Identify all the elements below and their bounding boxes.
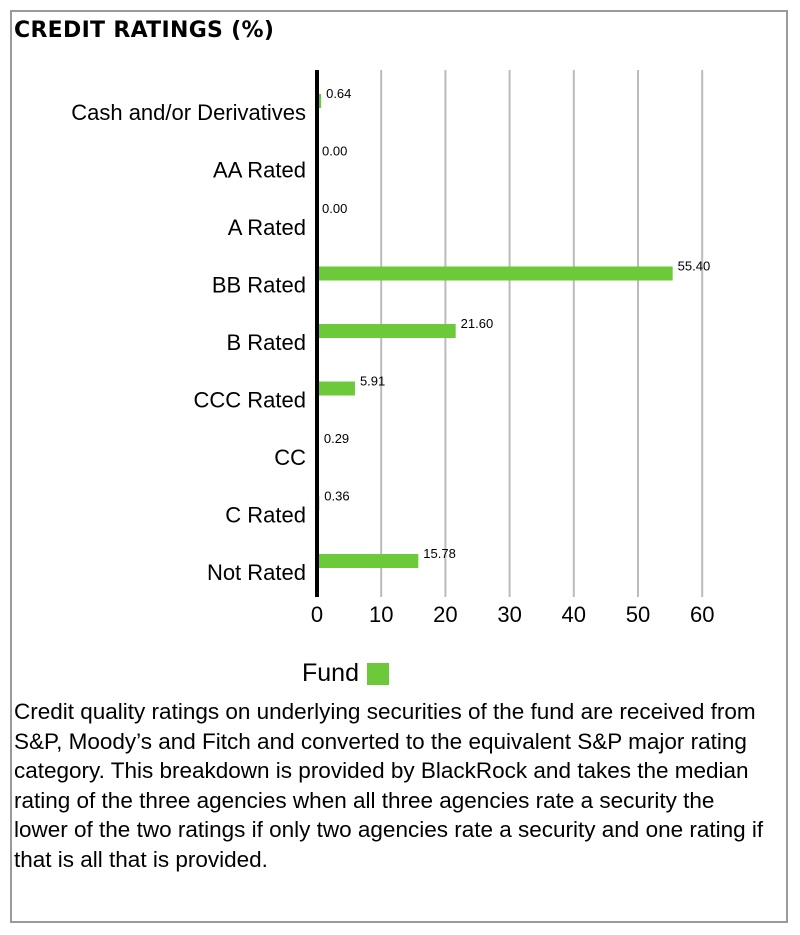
data-label: 15.78 <box>423 546 456 561</box>
category-label: CCC Rated <box>194 388 306 413</box>
chart-panel <box>10 10 788 923</box>
bar <box>317 266 673 281</box>
category-label: B Rated <box>227 330 307 355</box>
data-label: 0.00 <box>322 201 347 216</box>
bar-chart: Cash and/or Derivatives 0.64 AA Rated 0.00 A… <box>71 70 714 627</box>
legend-label: Fund <box>302 659 359 687</box>
x-tick-label: 30 <box>497 602 521 627</box>
category-label: Cash and/or Derivatives <box>71 100 306 125</box>
x-tick-label: 0 <box>311 602 323 627</box>
category-label: Not Rated <box>207 560 306 585</box>
x-tick-label: 40 <box>562 602 586 627</box>
legend: Fund <box>302 659 389 688</box>
category-label: BB Rated <box>212 273 306 298</box>
category-label: A Rated <box>228 215 306 240</box>
bar <box>317 94 322 108</box>
category-label: AA Rated <box>213 158 306 183</box>
bar <box>317 554 419 568</box>
legend-swatch <box>366 662 389 685</box>
data-label: 0.36 <box>324 489 349 504</box>
category-label: CC <box>274 445 306 470</box>
data-label: 5.91 <box>360 374 385 389</box>
x-tick-label: 10 <box>369 602 393 627</box>
bar <box>317 324 456 338</box>
x-tick-label: 50 <box>626 602 650 627</box>
chart-title: CREDIT RATINGS (%) <box>14 18 275 43</box>
data-label: 0.64 <box>326 86 351 101</box>
bar <box>317 381 355 396</box>
data-label: 0.00 <box>322 144 347 159</box>
data-label: 21.60 <box>461 316 494 331</box>
data-label: 55.40 <box>678 259 711 274</box>
x-tick-label: 60 <box>690 602 714 627</box>
data-label: 0.29 <box>324 431 349 446</box>
category-label: C Rated <box>225 503 306 528</box>
footnote: Credit quality ratings on underlying sec… <box>14 699 764 872</box>
x-tick-label: 20 <box>433 602 457 627</box>
